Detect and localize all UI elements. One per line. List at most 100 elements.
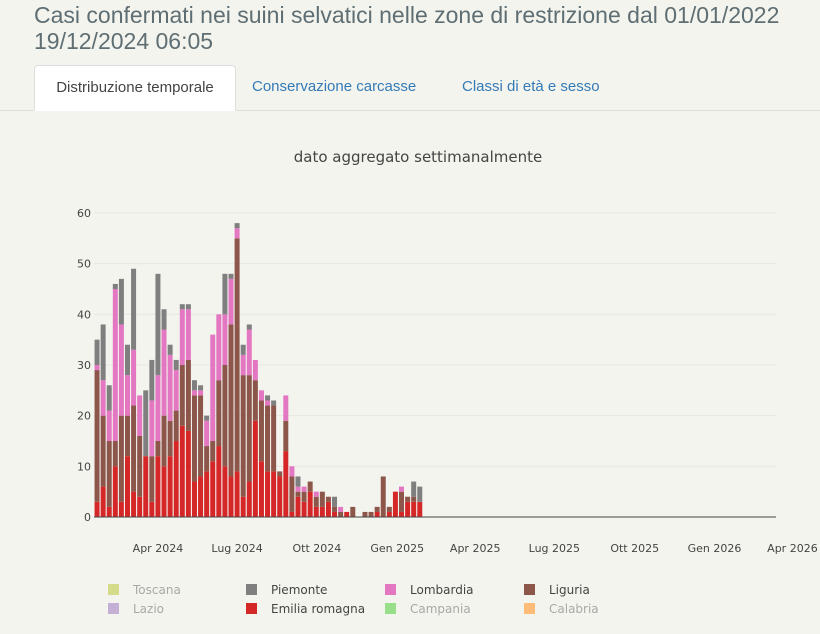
bar-segment — [112, 466, 118, 517]
legend-swatch — [246, 584, 257, 595]
bar-segment — [277, 471, 283, 477]
bar-segment — [94, 339, 100, 365]
bar-segment — [118, 324, 124, 416]
legend-item-liguria[interactable]: Liguria — [524, 582, 590, 598]
bar-segment — [161, 309, 167, 330]
legend-item-lombardia[interactable]: Lombardia — [385, 582, 474, 598]
bar-segment — [106, 506, 112, 517]
bar-segment — [131, 491, 137, 517]
bar-segment — [167, 354, 173, 421]
bar-segment — [307, 481, 313, 492]
bar-segment — [124, 375, 130, 416]
bar-segment — [167, 456, 173, 517]
bar-segment — [234, 238, 240, 472]
bar-segment — [210, 334, 216, 441]
bar-segment — [94, 501, 100, 517]
bar-segment — [191, 481, 197, 517]
y-tick-label: 10 — [77, 460, 91, 473]
y-tick-label: 30 — [77, 359, 91, 372]
legend-item-calabria[interactable]: Calabria — [524, 601, 599, 617]
bar-segment — [228, 476, 234, 517]
bar-segment — [185, 430, 191, 517]
legend-label: Toscana — [133, 583, 181, 597]
bar-segment — [246, 375, 252, 482]
bar-segment — [362, 511, 368, 517]
bar-segment — [198, 476, 204, 517]
x-tick-label: Lug 2024 — [211, 542, 262, 555]
bar-segment — [173, 410, 179, 441]
bar-segment — [161, 329, 167, 416]
bar-segment — [216, 446, 222, 517]
bar-segment — [124, 456, 130, 517]
bar-segment — [198, 390, 204, 396]
bar-segment — [137, 395, 143, 436]
bar-segment — [161, 415, 167, 467]
bar-segment — [240, 354, 246, 376]
bar-segment — [258, 400, 264, 462]
bar-segment — [289, 466, 295, 477]
bar-segment — [118, 278, 124, 325]
bar-segment — [246, 329, 252, 376]
tab-distribuzione-temporale[interactable]: Distribuzione temporale — [34, 65, 236, 111]
bar-segment — [179, 309, 185, 365]
page-title: Casi confermati nei suini selvatici nell… — [34, 2, 820, 54]
bar-segment — [265, 395, 271, 401]
bar-segment — [374, 506, 380, 512]
legend-item-campania[interactable]: Campania — [385, 601, 471, 617]
x-tick-label: Ott 2025 — [610, 542, 659, 555]
x-tick-label: Gen 2025 — [370, 542, 424, 555]
bar-segment — [265, 400, 271, 406]
tab-conservazione-carcasse[interactable]: Conservazione carcasse — [252, 78, 417, 95]
bar-segment — [204, 415, 210, 421]
bar-segment — [228, 278, 234, 325]
bar-segment — [325, 496, 331, 502]
bar-segment — [137, 435, 143, 497]
bar-segment — [271, 471, 277, 517]
legend-item-piemonte[interactable]: Piemonte — [246, 582, 327, 598]
bar-segment — [204, 446, 210, 472]
bar-segment — [228, 273, 234, 279]
bar-segment — [307, 491, 313, 517]
bar-segment — [295, 491, 301, 497]
bar-segment — [313, 496, 319, 507]
bar-segment — [332, 506, 338, 512]
x-tick-label: Ott 2024 — [292, 542, 341, 555]
legend-swatch — [524, 603, 535, 614]
bar-segment — [131, 268, 137, 350]
bar-segment — [118, 501, 124, 517]
legend-label: Liguria — [549, 583, 590, 597]
bar-segment — [161, 466, 167, 517]
bar-segment — [204, 471, 210, 517]
bar-segment — [210, 461, 216, 517]
page-title-line-2: 19/12/2024 06:05 — [34, 28, 214, 54]
bar-segment — [216, 380, 222, 447]
bar-segment — [301, 486, 307, 492]
bar-segment — [350, 506, 356, 517]
bar-segment — [265, 471, 271, 517]
bar-segment — [301, 491, 307, 502]
bar-segment — [258, 461, 264, 517]
bar-segment — [149, 359, 155, 401]
bar-segment — [179, 365, 185, 426]
bar-segment — [124, 344, 130, 376]
y-tick-label: 60 — [77, 207, 91, 220]
bar-segment — [252, 359, 258, 381]
bar-segment — [155, 375, 161, 441]
x-tick-label: Apr 2024 — [133, 542, 184, 555]
legend-item-toscana[interactable]: Toscana — [108, 582, 181, 598]
bar-segment — [149, 456, 155, 502]
bar-segment — [179, 425, 185, 517]
bar-segment — [386, 506, 392, 512]
bar-segment — [167, 420, 173, 457]
bar-segment — [301, 501, 307, 517]
legend-item-emilia-romagna[interactable]: Emilia romagna — [246, 601, 365, 617]
bar-segment — [411, 501, 417, 517]
bar-segment — [106, 441, 112, 507]
chart-title: dato aggregato settimanalmente — [293, 148, 543, 166]
y-tick-label: 40 — [77, 308, 91, 321]
tab-classi-eta-sesso[interactable]: Classi di età e sesso — [462, 78, 600, 95]
bar-segment — [234, 223, 240, 229]
bar-segment — [368, 511, 374, 517]
legend-item-lazio[interactable]: Lazio — [108, 601, 164, 617]
bar-segment — [332, 496, 338, 507]
